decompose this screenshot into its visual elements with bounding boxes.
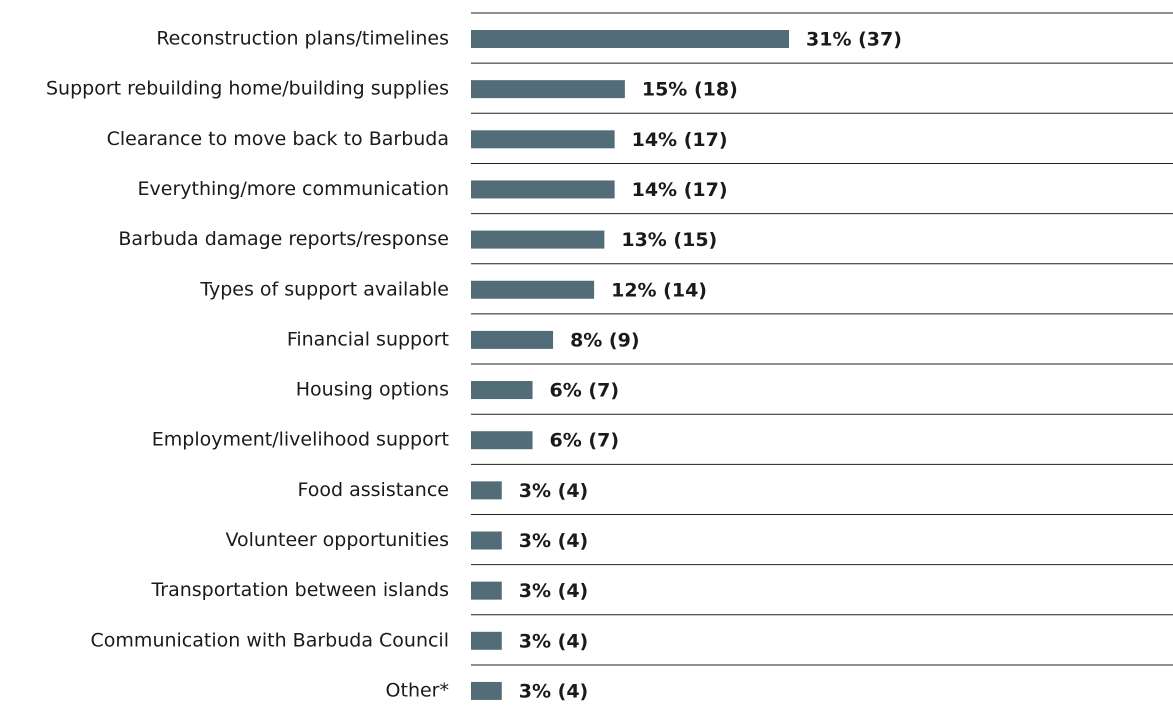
value-label: 3% (4) [519,480,588,502]
category-label: Support rebuilding home/building supplie… [46,78,449,100]
value-label: 12% (14) [611,279,707,301]
category-label: Types of support available [199,278,449,300]
value-label: 3% (4) [519,680,588,702]
category-label: Transportation between islands [150,579,449,601]
value-label: 31% (37) [806,29,902,51]
bar [471,30,789,48]
bar [471,230,605,249]
category-label: Barbuda damage reports/response [118,228,449,250]
value-label: 3% (4) [519,530,588,552]
category-label: Food assistance [298,479,450,501]
value-label: 14% (17) [632,179,728,201]
category-label: Communication with Barbuda Council [91,629,449,651]
category-label: Everything/more communication [138,178,449,200]
category-label: Other* [386,679,449,701]
value-label: 6% (7) [550,430,619,452]
value-label: 15% (18) [642,79,738,101]
bar [471,531,502,550]
value-label: 8% (9) [570,329,639,351]
category-label: Financial support [287,328,449,350]
bar [471,681,502,700]
category-label: Reconstruction plans/timelines [156,28,449,50]
bar [471,280,595,299]
value-label: 14% (17) [632,129,728,151]
bar [471,80,625,99]
bar [471,180,615,199]
bar [471,481,502,500]
category-label: Clearance to move back to Barbuda [107,128,449,150]
category-label: Employment/livelihood support [152,429,449,451]
bar [471,631,502,650]
bar [471,431,533,450]
bar [471,581,502,600]
category-label: Volunteer opportunities [225,529,449,551]
bar [471,381,533,400]
bar [471,330,554,349]
bar [471,130,615,149]
value-label: 6% (7) [550,380,619,402]
value-label: 3% (4) [519,630,588,652]
value-label: 13% (15) [621,229,717,251]
value-label: 3% (4) [519,580,588,602]
category-label: Housing options [296,379,449,401]
